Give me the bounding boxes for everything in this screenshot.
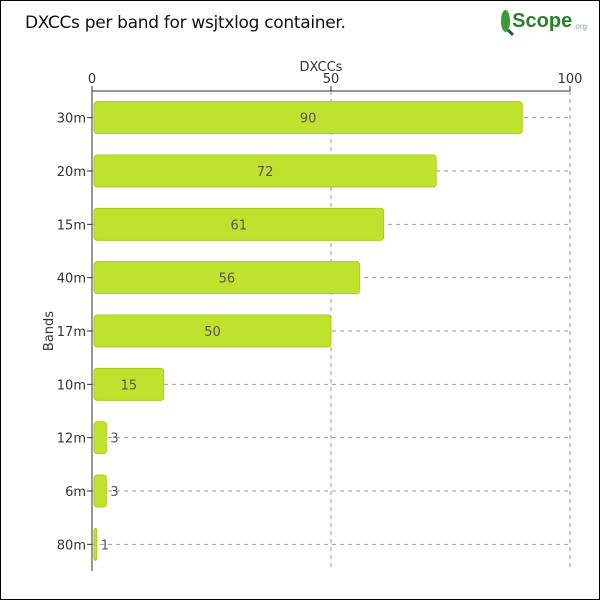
bar-value-label: 61 <box>231 218 248 233</box>
y-tick-label: 30m <box>57 112 86 127</box>
y-tick-label: 12m <box>57 432 86 447</box>
y-tick-label: 6m <box>65 485 86 500</box>
y-tick-label: 20m <box>57 165 86 180</box>
logo-suffix: .org <box>573 21 587 31</box>
bar <box>93 261 361 295</box>
magnifier-globe-icon <box>501 10 511 32</box>
y-tick-label: 15m <box>57 218 86 233</box>
bar <box>93 421 107 455</box>
x-tick-label: 0 <box>88 72 96 87</box>
bar-value-label: 50 <box>204 325 221 340</box>
y-axis-title: Bands <box>42 311 57 351</box>
bar-value-label: 90 <box>300 112 317 127</box>
y-tick-label: 17m <box>57 325 86 340</box>
bar <box>93 314 332 348</box>
bar <box>93 367 165 401</box>
y-tick-label: 40m <box>57 272 86 287</box>
bar-value-label: 72 <box>257 165 274 180</box>
chart-title: DXCCs per band for wsjtxlog container. <box>25 13 346 33</box>
bar-value-label: 56 <box>219 272 236 287</box>
bar <box>93 207 385 241</box>
x-axis-title: DXCCs <box>300 60 343 75</box>
bar-value-label: 15 <box>121 378 138 393</box>
logo-name: Scope <box>512 9 573 32</box>
y-tick-label: 10m <box>57 378 86 393</box>
site-logo[interactable]: Scope .org <box>501 5 587 37</box>
x-tick-label: 50 <box>323 72 340 87</box>
bar <box>93 101 523 135</box>
x-tick-label: 100 <box>558 72 583 87</box>
bar <box>93 474 107 508</box>
bar-value-label: 3 <box>110 485 118 500</box>
y-tick-label: 80m <box>57 538 86 553</box>
bar-value-label: 3 <box>110 432 118 447</box>
bar-value-label: 1 <box>101 538 109 553</box>
bar <box>93 527 98 561</box>
bar <box>93 154 437 188</box>
